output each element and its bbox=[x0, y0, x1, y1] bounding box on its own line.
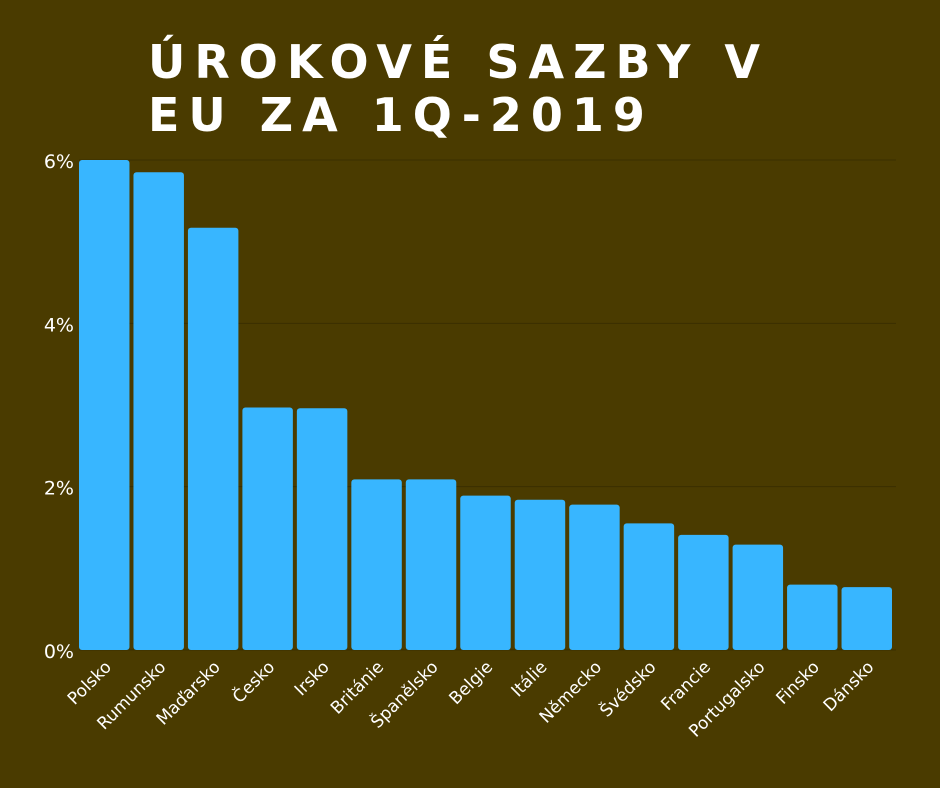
x-tick-label: Itálie bbox=[508, 657, 552, 701]
bar bbox=[242, 407, 293, 650]
x-tick-label: Finsko bbox=[773, 657, 824, 708]
chart-title-line-1: ÚROKOVÉ SAZBY V bbox=[148, 35, 769, 89]
x-tick-label: Česko bbox=[228, 656, 279, 707]
chart-title: ÚROKOVÉ SAZBY V EU ZA 1Q-2019 bbox=[148, 36, 769, 142]
y-tick-label: 6% bbox=[44, 151, 74, 173]
bar bbox=[405, 479, 457, 650]
bar bbox=[732, 544, 784, 650]
chart-title-line-2: EU ZA 1Q-2019 bbox=[148, 88, 654, 142]
y-tick-label: 2% bbox=[44, 478, 74, 500]
bar bbox=[569, 504, 620, 650]
bar bbox=[187, 227, 239, 651]
y-tick-label: 4% bbox=[44, 314, 74, 336]
x-tick-label: Dánsko bbox=[820, 657, 879, 716]
bar bbox=[79, 160, 130, 650]
bar bbox=[351, 479, 402, 650]
bar bbox=[841, 587, 892, 650]
bar bbox=[678, 534, 729, 650]
bar bbox=[133, 172, 184, 650]
bar bbox=[514, 499, 566, 650]
bar bbox=[787, 584, 838, 650]
x-tick-label: Belgie bbox=[446, 657, 497, 708]
x-tick-label: Švédsko bbox=[595, 656, 660, 721]
bar bbox=[460, 495, 511, 650]
x-tick-label: Irsko bbox=[291, 657, 334, 700]
bar bbox=[623, 523, 675, 650]
bar bbox=[296, 408, 348, 650]
x-tick-label: Polsko bbox=[64, 657, 116, 709]
y-tick-label: 0% bbox=[44, 641, 74, 663]
